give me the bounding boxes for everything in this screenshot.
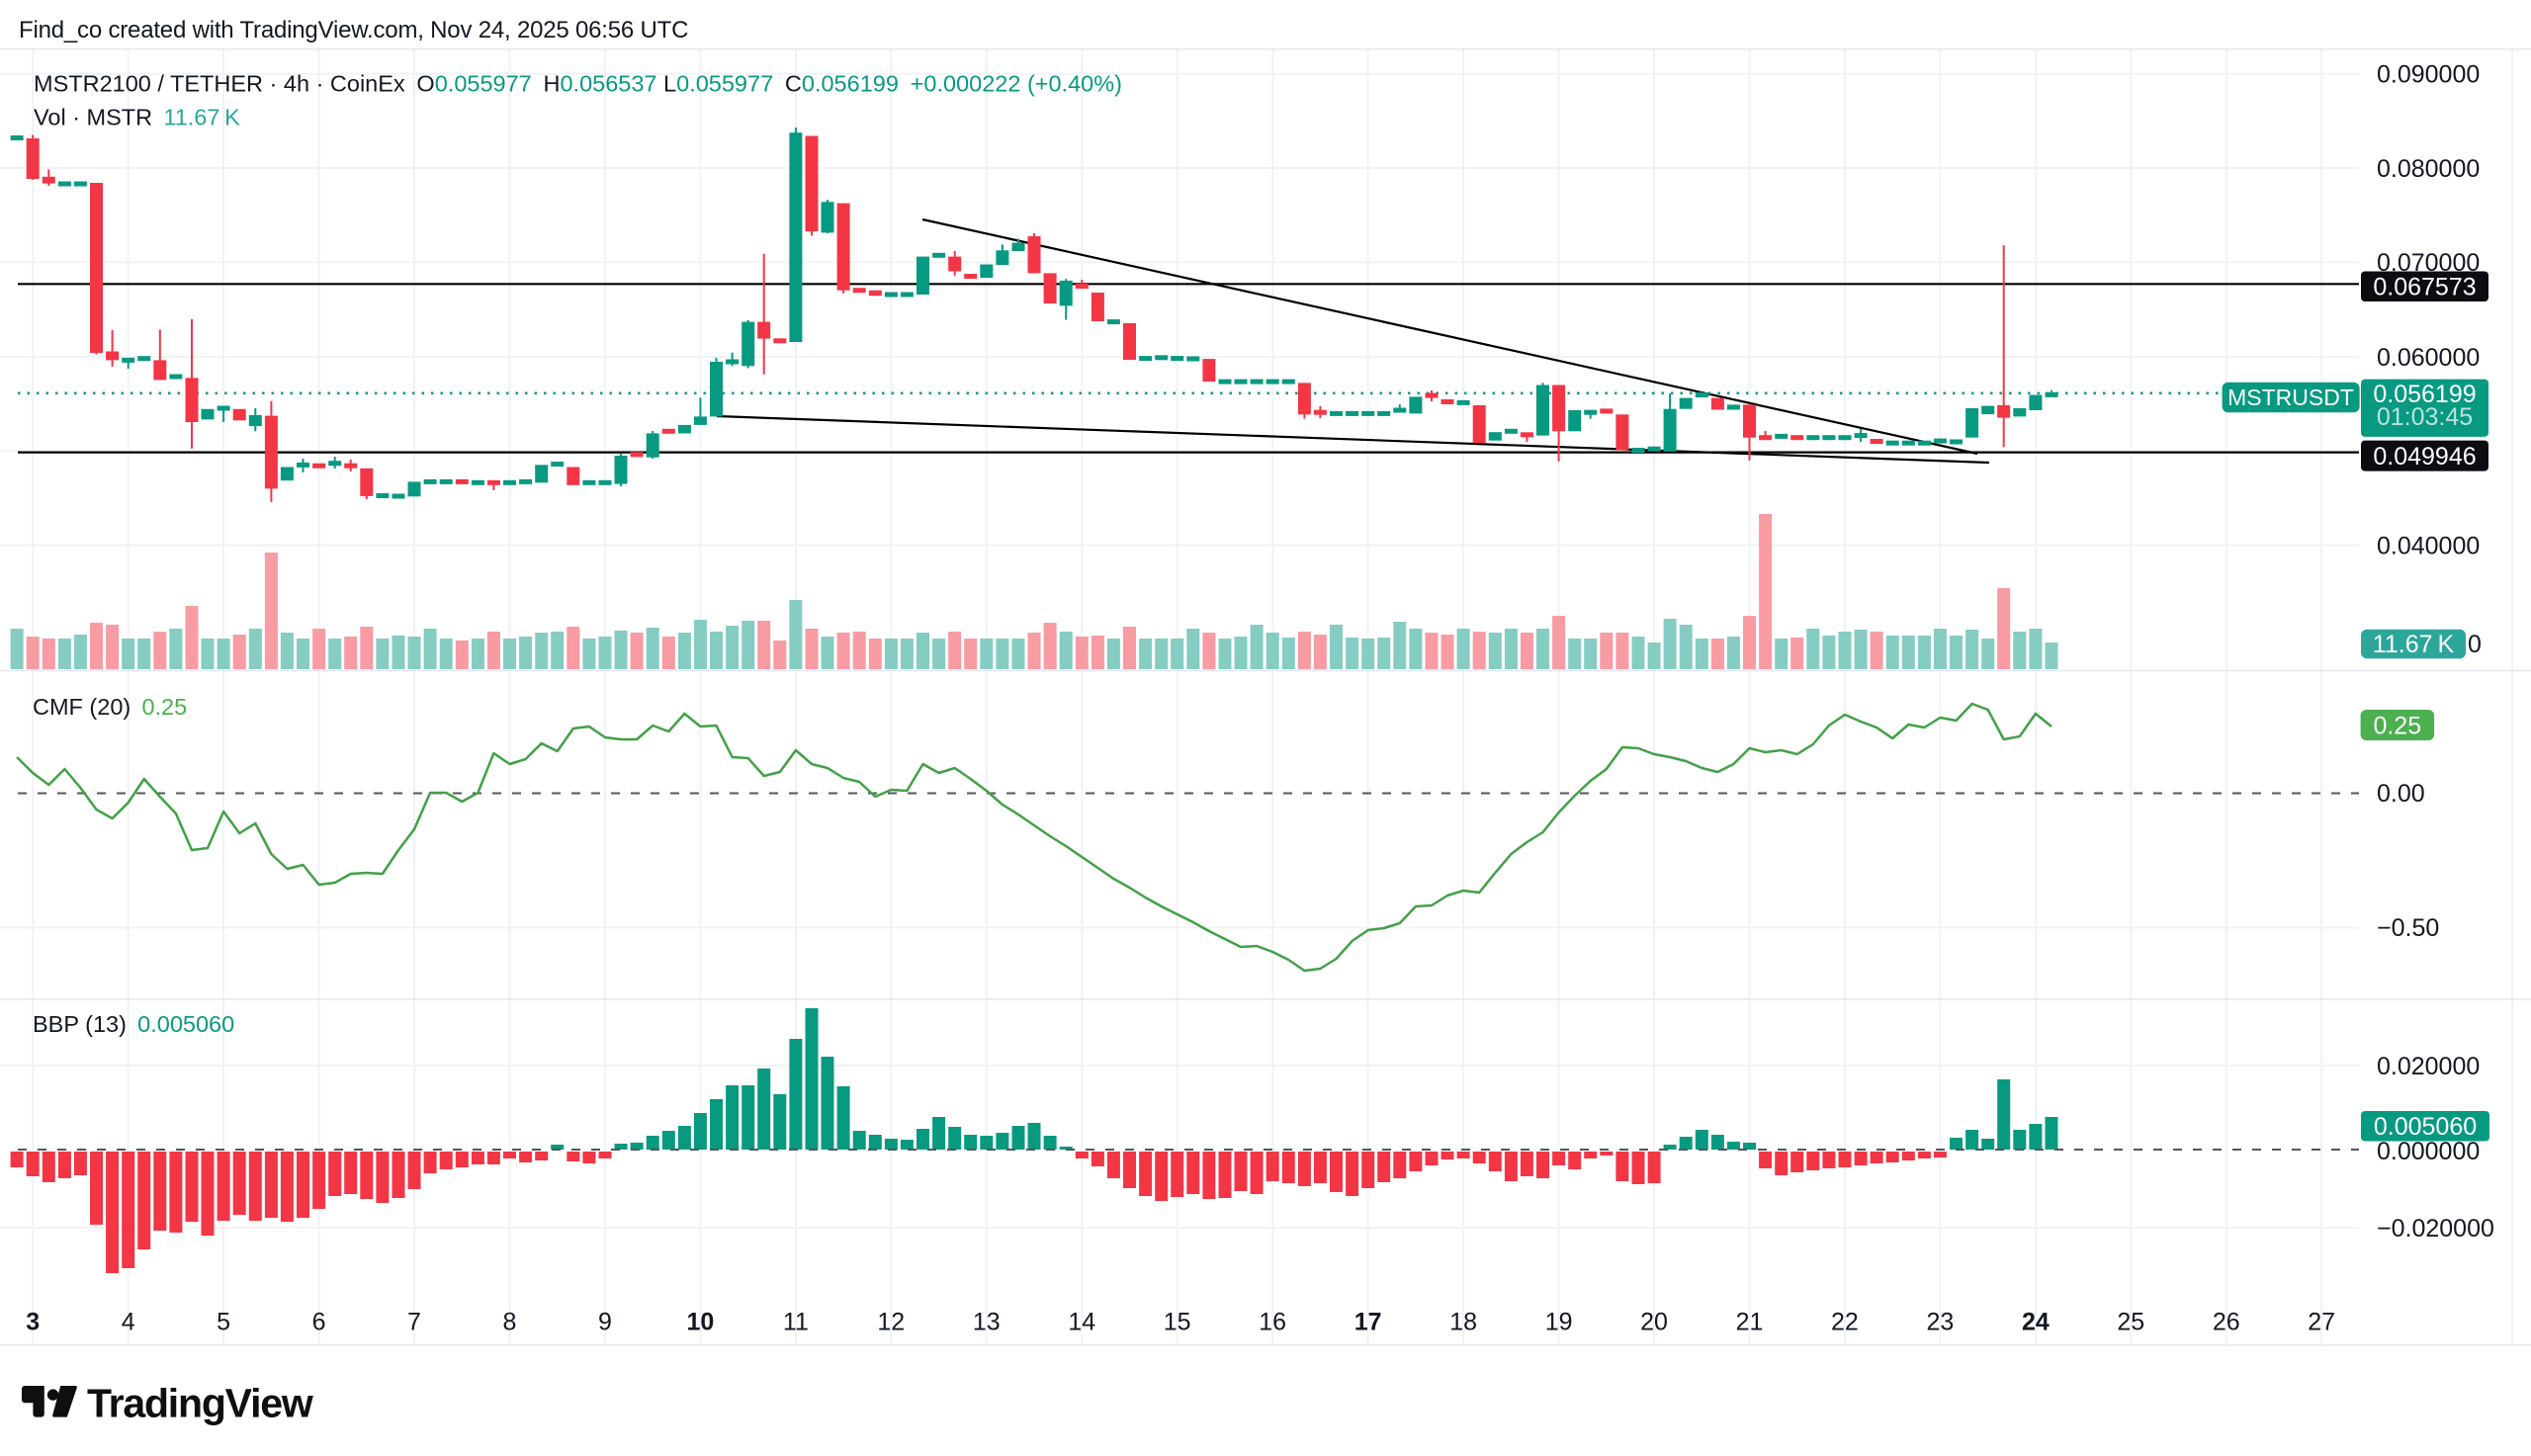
svg-text:12: 12 <box>877 1309 905 1336</box>
svg-text:13: 13 <box>973 1309 1001 1336</box>
svg-text:CMF (20) 0.25: CMF (20) 0.25 <box>33 694 187 720</box>
svg-text:23: 23 <box>1926 1309 1954 1336</box>
svg-text:0.060000: 0.060000 <box>2377 344 2480 372</box>
svg-text:25: 25 <box>2117 1309 2144 1336</box>
svg-text:TradingView: TradingView <box>87 1381 313 1426</box>
svg-text:20: 20 <box>1640 1309 1668 1336</box>
svg-text:5: 5 <box>217 1309 230 1336</box>
svg-text:BBP (13) 0.005060: BBP (13) 0.005060 <box>33 1011 234 1037</box>
svg-text:0.00: 0.00 <box>2377 780 2425 808</box>
svg-text:10: 10 <box>686 1309 714 1336</box>
svg-text:21: 21 <box>1736 1309 1764 1336</box>
svg-text:0.25: 0.25 <box>2373 712 2421 739</box>
svg-text:−0.50: −0.50 <box>2377 914 2439 942</box>
svg-text:0.020000: 0.020000 <box>2377 1053 2480 1080</box>
svg-text:26: 26 <box>2213 1309 2240 1336</box>
svg-text:0.067573: 0.067573 <box>2373 274 2476 301</box>
svg-text:16: 16 <box>1259 1309 1286 1336</box>
svg-text:0.000000: 0.000000 <box>2377 1138 2480 1165</box>
svg-text:17: 17 <box>1354 1309 1382 1336</box>
svg-text:0.080000: 0.080000 <box>2377 155 2480 183</box>
svg-text:24: 24 <box>2022 1309 2050 1336</box>
svg-text:3: 3 <box>26 1309 40 1336</box>
svg-text:11: 11 <box>783 1309 809 1336</box>
svg-text:0: 0 <box>2468 631 2482 658</box>
svg-text:7: 7 <box>407 1309 421 1336</box>
svg-text:Find_co created with TradingVi: Find_co created with TradingView.com, No… <box>19 17 688 43</box>
svg-text:0.049946: 0.049946 <box>2373 443 2476 471</box>
svg-text:14: 14 <box>1068 1309 1095 1336</box>
svg-text:11.67 K: 11.67 K <box>2373 631 2455 658</box>
svg-text:−0.020000: −0.020000 <box>2377 1215 2494 1242</box>
svg-text:18: 18 <box>1449 1309 1477 1336</box>
svg-text:0.005060: 0.005060 <box>2374 1113 2477 1141</box>
svg-text:15: 15 <box>1164 1309 1191 1336</box>
svg-text:19: 19 <box>1545 1309 1573 1336</box>
svg-text:22: 22 <box>1831 1309 1859 1336</box>
svg-text:9: 9 <box>598 1309 612 1336</box>
svg-text:4: 4 <box>122 1309 135 1336</box>
svg-text:0.040000: 0.040000 <box>2377 533 2480 560</box>
svg-text:27: 27 <box>2308 1309 2335 1336</box>
svg-text:8: 8 <box>503 1309 517 1336</box>
svg-text:01:03:45: 01:03:45 <box>2377 403 2473 431</box>
svg-text:0.056199: 0.056199 <box>2373 381 2476 408</box>
svg-text:MSTR2100 / TETHER · 4h · CoinE: MSTR2100 / TETHER · 4h · CoinEx O0.05597… <box>34 70 1122 96</box>
svg-text:6: 6 <box>312 1309 326 1336</box>
svg-text:MSTRUSDT: MSTRUSDT <box>2227 385 2354 410</box>
svg-text:0.090000: 0.090000 <box>2377 60 2480 88</box>
svg-text:Vol · MSTR 11.67 K: Vol · MSTR 11.67 K <box>34 105 240 130</box>
